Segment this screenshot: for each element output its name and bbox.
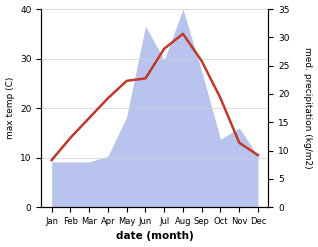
Y-axis label: med. precipitation (kg/m2): med. precipitation (kg/m2) bbox=[303, 47, 313, 169]
X-axis label: date (month): date (month) bbox=[116, 231, 194, 242]
Y-axis label: max temp (C): max temp (C) bbox=[5, 77, 15, 139]
